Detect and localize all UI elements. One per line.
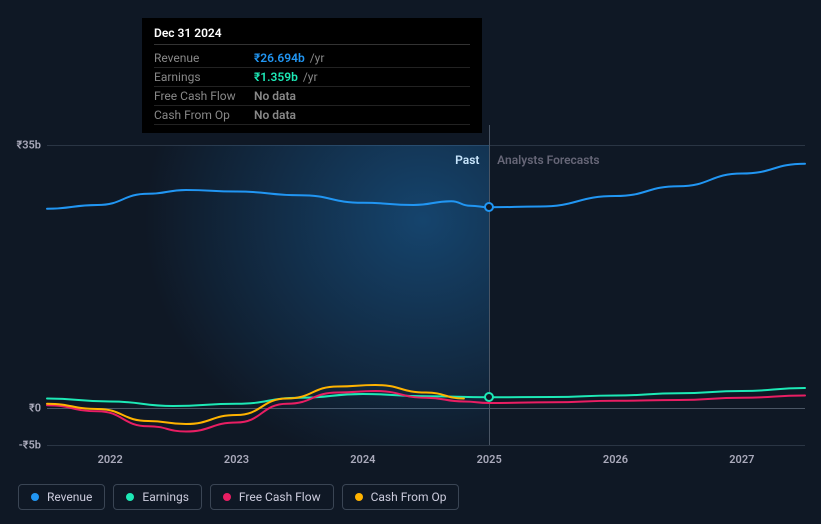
tooltip-row-label: Earnings <box>154 70 254 84</box>
tooltip-row-value: ₹26.694b /yr <box>254 51 324 65</box>
tooltip-row-value: No data <box>254 108 296 122</box>
legend-label: Cash From Op <box>371 490 447 504</box>
tooltip-row-value: ₹1.359b /yr <box>254 70 318 84</box>
tooltip-row: Cash From OpNo data <box>154 106 470 125</box>
legend-label: Earnings <box>142 490 189 504</box>
marker-earnings <box>484 392 494 402</box>
y-axis-label: ₹0 <box>29 401 41 414</box>
tooltip-row: Free Cash FlowNo data <box>154 87 470 106</box>
tooltip-row: Revenue₹26.694b /yr <box>154 49 470 68</box>
legend-dot <box>31 493 39 501</box>
legend-dot <box>355 493 363 501</box>
series-svg <box>47 145 805 445</box>
tooltip-row-label: Cash From Op <box>154 108 254 122</box>
legend: Revenue Earnings Free Cash Flow Cash From O… <box>18 484 459 510</box>
legend-dot <box>126 493 134 501</box>
grid-line: -₹5b <box>47 445 805 446</box>
tooltip-row-label: Free Cash Flow <box>154 89 254 103</box>
legend-item-free-cash-flow[interactable]: Free Cash Flow <box>210 484 334 510</box>
x-axis-label: 2023 <box>224 453 249 466</box>
y-axis-label: -₹5b <box>19 439 41 452</box>
series-line-free-cash-flow <box>47 391 805 432</box>
x-axis-label: 2027 <box>729 453 754 466</box>
x-axis-label: 2025 <box>477 453 502 466</box>
chart-container: Dec 31 2024 Revenue₹26.694b /yrEarnings₹… <box>0 0 821 524</box>
tooltip-row-label: Revenue <box>154 51 254 65</box>
tooltip: Dec 31 2024 Revenue₹26.694b /yrEarnings₹… <box>142 18 482 133</box>
tooltip-row: Earnings₹1.359b /yr <box>154 68 470 87</box>
y-axis-label: ₹35b <box>16 139 41 152</box>
legend-label: Revenue <box>47 490 92 504</box>
series-line-revenue <box>47 164 805 209</box>
legend-item-cash-from-op[interactable]: Cash From Op <box>342 484 460 510</box>
x-axis-label: 2022 <box>98 453 123 466</box>
x-axis-label: 2024 <box>350 453 375 466</box>
tooltip-date: Dec 31 2024 <box>154 26 470 45</box>
legend-item-revenue[interactable]: Revenue <box>18 484 105 510</box>
legend-dot <box>223 493 231 501</box>
x-axis-label: 2026 <box>603 453 628 466</box>
plot-area: ₹35b₹0-₹5bPastAnalysts Forecasts20222023… <box>47 145 805 445</box>
legend-item-earnings[interactable]: Earnings <box>113 484 202 510</box>
marker-revenue <box>484 202 494 212</box>
tooltip-row-value: No data <box>254 89 296 103</box>
legend-label: Free Cash Flow <box>239 490 321 504</box>
